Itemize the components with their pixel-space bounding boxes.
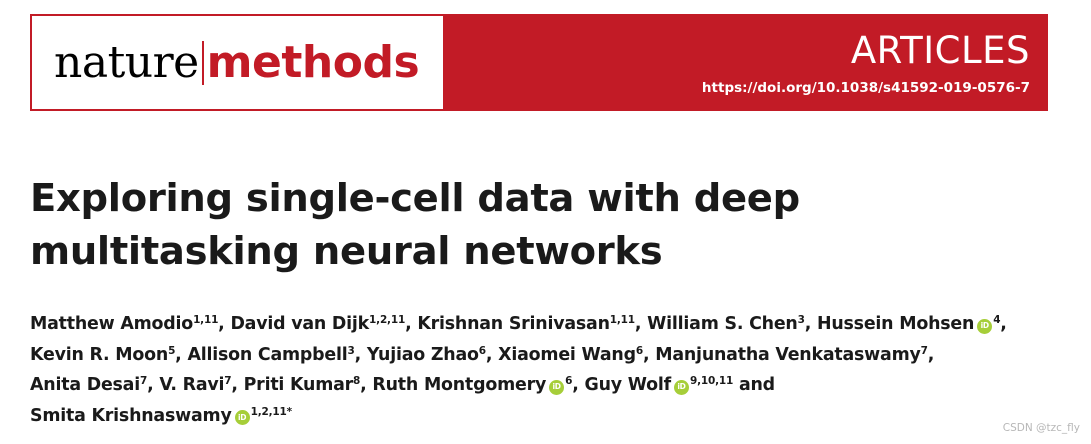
author-name[interactable]: William S. Chen bbox=[647, 314, 798, 334]
author-name[interactable]: Priti Kumar bbox=[243, 375, 354, 395]
author-entry: Xiaomei Wang6, bbox=[498, 344, 656, 365]
csdn-watermark: CSDN @tzc_fly bbox=[1002, 422, 1080, 434]
author-affiliations: 7 bbox=[920, 344, 928, 357]
author-list: Matthew Amodio1,11, David van Dijk1,2,11… bbox=[30, 310, 1070, 432]
author-affiliations: 9,10,11 bbox=[689, 375, 734, 387]
orcid-icon[interactable]: iD bbox=[977, 318, 993, 334]
logo-word-methods: methods bbox=[206, 36, 420, 88]
corresponding-author-mark: * bbox=[286, 405, 293, 418]
author-affiliations: 7 bbox=[139, 375, 148, 387]
author-name[interactable]: Yujiao Zhao bbox=[366, 344, 479, 365]
author-entry: David van Dijk1,2,11, bbox=[230, 314, 418, 334]
author-entry: Guy Wolf iD 9,10,11 and bbox=[584, 375, 776, 395]
orcid-icon[interactable]: iD bbox=[234, 410, 250, 426]
author-entry: Anita Desai7, bbox=[30, 375, 160, 395]
author-entry: William S. Chen3, bbox=[647, 314, 817, 334]
author-name[interactable]: David van Dijk bbox=[230, 314, 370, 334]
author-name[interactable]: Matthew Amodio bbox=[30, 314, 194, 334]
nature-methods-logo[interactable]: nature methods bbox=[54, 36, 420, 88]
author-affiliations: 1,11 bbox=[609, 314, 635, 326]
author-name[interactable]: Krishnan Srinivasan bbox=[417, 314, 610, 334]
author-entry: Manjunatha Venkataswamy7, bbox=[655, 344, 935, 365]
author-entry: Hussein Mohsen iD 4, bbox=[816, 314, 1007, 334]
author-name[interactable]: Xiaomei Wang bbox=[498, 344, 636, 365]
author-entry: Smita Krishnaswamy iD 1,2,11* bbox=[30, 406, 292, 426]
author-entry: Matthew Amodio1,11, bbox=[30, 314, 231, 334]
author-entry: Priti Kumar8, bbox=[243, 375, 373, 395]
author-name[interactable]: Ruth Montgomery bbox=[372, 375, 547, 395]
author-name[interactable]: V. Ravi bbox=[159, 375, 225, 395]
author-entry: Ruth Montgomery iD 6, bbox=[372, 375, 585, 395]
author-affiliations: 3 bbox=[797, 314, 805, 326]
author-affiliations: 1,2,11 bbox=[250, 405, 287, 418]
logo-divider bbox=[201, 40, 204, 85]
author-name[interactable]: Anita Desai bbox=[30, 375, 140, 395]
doi-link[interactable]: https://doi.org/10.1038/s41592-019-0576-… bbox=[701, 80, 1030, 96]
header-red-band: ARTICLES https://doi.org/10.1038/s41592-… bbox=[443, 16, 1046, 109]
author-affiliations: 1,2,11 bbox=[369, 314, 406, 326]
author-name[interactable]: Kevin R. Moon bbox=[30, 344, 169, 365]
author-affiliations: 6 bbox=[478, 344, 486, 357]
article-type-label: ARTICLES bbox=[850, 29, 1030, 72]
author-affiliations: 4 bbox=[993, 314, 1001, 326]
author-entry: V. Ravi7, bbox=[159, 375, 244, 395]
author-affiliations: 3 bbox=[347, 344, 355, 357]
author-affiliations: 6 bbox=[565, 375, 573, 387]
journal-masthead: nature methods ARTICLES https://doi.org/… bbox=[30, 14, 1048, 111]
journal-logo-box: nature methods bbox=[32, 16, 443, 109]
author-entry: Krishnan Srinivasan1,11, bbox=[417, 314, 648, 334]
author-affiliations: 8 bbox=[353, 375, 361, 387]
orcid-icon[interactable]: iD bbox=[673, 379, 689, 395]
article-title: Exploring single-cell data with deep mul… bbox=[30, 176, 800, 274]
author-affiliations: 6 bbox=[635, 344, 643, 357]
author-name[interactable]: Smita Krishnaswamy bbox=[30, 405, 232, 426]
author-affiliations: 5 bbox=[168, 344, 176, 357]
author-name[interactable]: Guy Wolf bbox=[584, 375, 672, 395]
author-name[interactable]: Allison Campbell bbox=[187, 344, 348, 365]
logo-word-nature: nature bbox=[54, 36, 199, 88]
author-entry: Kevin R. Moon5, bbox=[30, 344, 188, 365]
orcid-icon[interactable]: iD bbox=[549, 379, 565, 395]
author-name[interactable]: Hussein Mohsen bbox=[816, 314, 975, 334]
author-entry: Yujiao Zhao6, bbox=[366, 344, 499, 365]
author-entry: Allison Campbell3, bbox=[187, 344, 367, 365]
author-affiliations: 7 bbox=[224, 375, 232, 387]
author-name[interactable]: Manjunatha Venkataswamy bbox=[655, 344, 921, 365]
authors-conjunction: and bbox=[738, 375, 775, 395]
author-affiliations: 1,11 bbox=[193, 314, 219, 326]
